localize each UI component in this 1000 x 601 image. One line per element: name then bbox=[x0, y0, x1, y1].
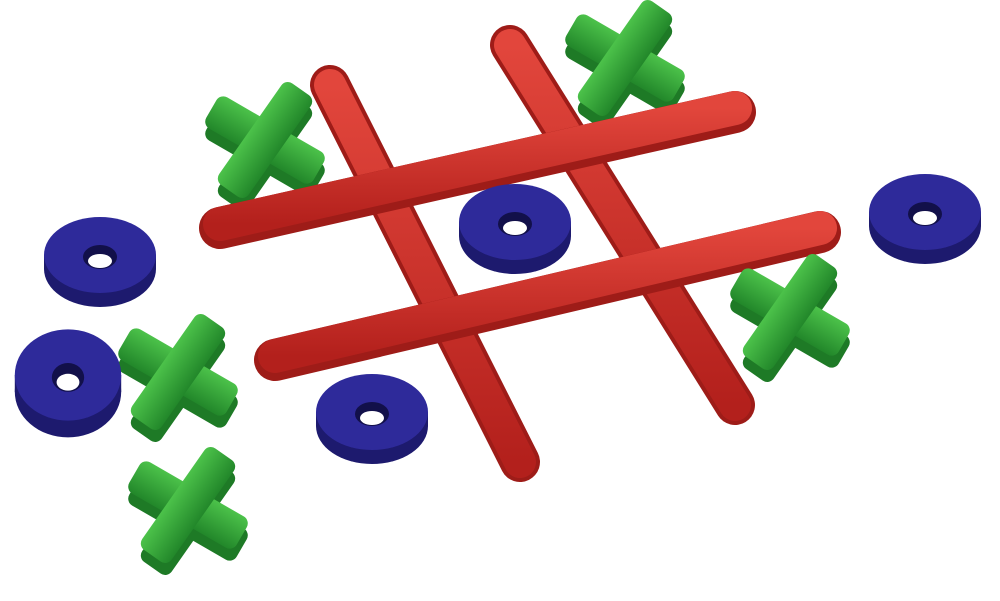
x-piece bbox=[115, 310, 241, 446]
x-piece bbox=[125, 443, 251, 579]
bar bbox=[203, 91, 752, 241]
bar bbox=[314, 69, 536, 478]
o-piece bbox=[14, 329, 122, 438]
grid-bars bbox=[199, 25, 841, 482]
bar bbox=[494, 29, 751, 421]
bar bbox=[258, 211, 837, 373]
o-piece bbox=[44, 217, 156, 307]
o-piece bbox=[869, 174, 981, 264]
o-piece bbox=[459, 184, 571, 274]
x-piece bbox=[727, 250, 853, 386]
o-piece bbox=[316, 374, 428, 464]
